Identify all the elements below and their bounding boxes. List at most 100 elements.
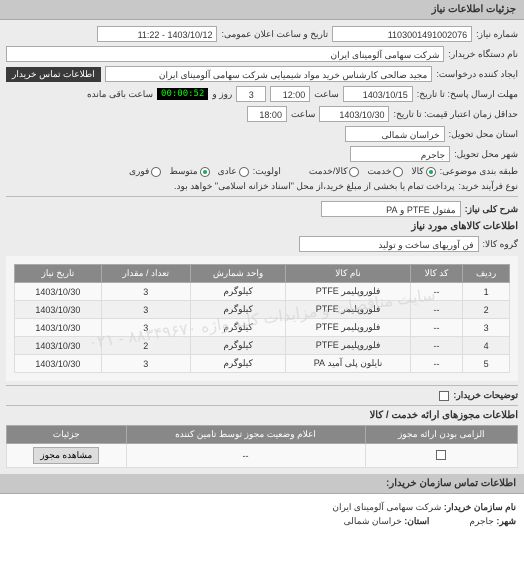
radio-goods-label: کالا: [411, 166, 423, 177]
main-form: شماره نیاز: 1103001491002076 تاریخ و ساع…: [0, 20, 524, 474]
footer-info: نام سازمان خریدار: شرکت سهامی آلومینای ا…: [0, 494, 524, 535]
radio-urgent-label: فوری: [129, 166, 149, 177]
deadline-send-time: 12:00: [270, 86, 310, 102]
city-label: شهر محل تحویل:: [454, 149, 518, 160]
items-table-cell: --: [410, 319, 462, 337]
radio-goods[interactable]: [426, 167, 436, 177]
subject-class-label: طبقه بندی موضوعی:: [440, 166, 518, 177]
footer-city-value: جاجرم: [469, 516, 493, 526]
footer-province-value: خراسان شمالی: [344, 516, 402, 526]
items-table-cell: فلوروپلیمر PTFE: [286, 283, 411, 301]
items-table-header: نام کالا: [286, 265, 411, 283]
items-table-cell: فلوروپلیمر PTFE: [286, 319, 411, 337]
desc-title-value: مفتول PTFE و PA: [321, 201, 461, 217]
buyer-desc-checkbox[interactable]: [439, 391, 449, 401]
items-table: ردیفکد کالانام کالاواحد شمارشتعداد / مقد…: [14, 264, 510, 373]
buyer-desc-label: توضیحات خریدار:: [453, 390, 518, 401]
items-table-cell: 1403/10/30: [15, 355, 102, 373]
license-section-title: اطلاعات مجوزهای ارائه خدمت / کالا: [6, 410, 518, 421]
items-table-cell: 1403/10/30: [15, 319, 102, 337]
group-value: فن آوریهای ساخت و تولید: [299, 236, 479, 252]
radio-normal-label: عادی: [218, 166, 237, 177]
buyer-label: نام دستگاه خریدار:: [448, 49, 518, 60]
days-label: روز و: [212, 89, 232, 100]
priority-label: اولویت:: [253, 166, 281, 177]
radio-service-label: خدمت: [367, 166, 391, 177]
items-table-cell: فلوروپلیمر PTFE: [286, 337, 411, 355]
priority-radios: عادی متوسط فوری: [129, 166, 249, 177]
deadline-send-label: مهلت ارسال پاسخ: تا تاریخ:: [417, 89, 518, 100]
license-table-header: جزئیات: [7, 426, 127, 444]
items-table-row: 2--فلوروپلیمر PTFEکیلوگرم31403/10/30: [15, 301, 510, 319]
desc-title-label: شرح کلی نیاز:: [465, 204, 518, 215]
items-table-cell: 5: [463, 355, 510, 373]
license-mandatory-checkbox[interactable]: [436, 450, 446, 460]
items-table-row: 1--فلوروپلیمر PTFEکیلوگرم31403/10/30: [15, 283, 510, 301]
items-table-cell: --: [410, 301, 462, 319]
process-label: نوع فرآیند خرید:: [459, 181, 519, 192]
footer-city-label: شهر:: [496, 516, 516, 526]
items-table-cell: نایلون پلی آمید PA: [286, 355, 411, 373]
items-table-cell: 1: [463, 283, 510, 301]
deadline-valid-label: حداقل زمان اعتبار قیمت: تا تاریخ:: [393, 109, 518, 120]
items-table-cell: 1403/10/30: [15, 301, 102, 319]
creator-value: مجید صالحی کارشناس خرید مواد شیمیایی شرک…: [105, 66, 433, 82]
request-no-label: شماره نیاز:: [476, 29, 518, 40]
items-table-header: کد کالا: [410, 265, 462, 283]
items-table-header: تعداد / مقدار: [101, 265, 190, 283]
subject-class-radios: کالا خدمت کالا/خدمت: [309, 166, 436, 177]
process-value: پرداخت تمام یا بخشی از مبلغ خرید،از محل …: [174, 181, 454, 192]
page-header: جزئیات اطلاعات نیاز: [0, 0, 524, 20]
items-table-row: 4--فلوروپلیمر PTFEکیلوگرم21403/10/30: [15, 337, 510, 355]
items-table-cell: کیلوگرم: [190, 301, 285, 319]
radio-both[interactable]: [349, 167, 359, 177]
items-table-cell: 3: [463, 319, 510, 337]
items-table-cell: 3: [101, 319, 190, 337]
items-table-cell: 1403/10/30: [15, 337, 102, 355]
radio-service[interactable]: [393, 167, 403, 177]
city-value: جاجرم: [350, 146, 450, 162]
items-table-cell: کیلوگرم: [190, 355, 285, 373]
province-value: خراسان شمالی: [345, 126, 445, 142]
time-label-2: ساعت: [291, 109, 316, 120]
items-table-cell: 3: [101, 301, 190, 319]
deadline-valid-time: 18:00: [247, 106, 287, 122]
items-table-header: واحد شمارش: [190, 265, 285, 283]
radio-medium-label: متوسط: [169, 166, 197, 177]
items-table-cell: --: [410, 283, 462, 301]
time-label-1: ساعت: [314, 89, 339, 100]
view-license-button[interactable]: مشاهده مجوز: [33, 447, 99, 464]
countdown-timer: 00:00:52: [157, 88, 208, 100]
radio-urgent[interactable]: [151, 167, 161, 177]
items-table-cell: 3: [101, 283, 190, 301]
items-section-title: اطلاعات کالاهای مورد نیاز: [6, 221, 518, 232]
creator-label: ایجاد کننده درخواست:: [436, 69, 518, 80]
days-remaining: 3: [236, 86, 266, 102]
items-table-header: تاریخ نیاز: [15, 265, 102, 283]
radio-medium[interactable]: [200, 167, 210, 177]
items-table-cell: کیلوگرم: [190, 337, 285, 355]
license-table: الزامی بودن ارائه مجوزاعلام وضعیت مجوز ت…: [6, 425, 518, 468]
deadline-valid-date: 1403/10/30: [319, 106, 389, 122]
announce-label: تاریخ و ساعت اعلان عمومی:: [221, 29, 328, 40]
province-label: استان محل تحویل:: [449, 129, 518, 140]
license-row: -- مشاهده مجوز: [7, 444, 518, 468]
contact-info-button[interactable]: اطلاعات تماس خریدار: [6, 67, 101, 82]
buyer-value: شرکت سهامی آلومینای ایران: [6, 46, 444, 62]
radio-normal[interactable]: [239, 167, 249, 177]
items-table-cell: 2: [101, 337, 190, 355]
items-table-cell: 3: [101, 355, 190, 373]
radio-both-label: کالا/خدمت: [309, 166, 348, 177]
items-table-header: ردیف: [463, 265, 510, 283]
footer-org-value: شرکت سهامی آلومینای ایران: [332, 502, 441, 512]
group-label: گروه کالا:: [483, 239, 518, 250]
footer-org-label: نام سازمان خریدار:: [444, 502, 516, 512]
items-table-cell: --: [410, 355, 462, 373]
remain-suffix: ساعت باقی مانده: [87, 89, 153, 100]
items-table-cell: کیلوگرم: [190, 283, 285, 301]
items-table-cell: 4: [463, 337, 510, 355]
items-table-cell: --: [410, 337, 462, 355]
request-no-value: 1103001491002076: [332, 26, 472, 42]
items-table-cell: 1403/10/30: [15, 283, 102, 301]
deadline-send-date: 1403/10/15: [343, 86, 413, 102]
